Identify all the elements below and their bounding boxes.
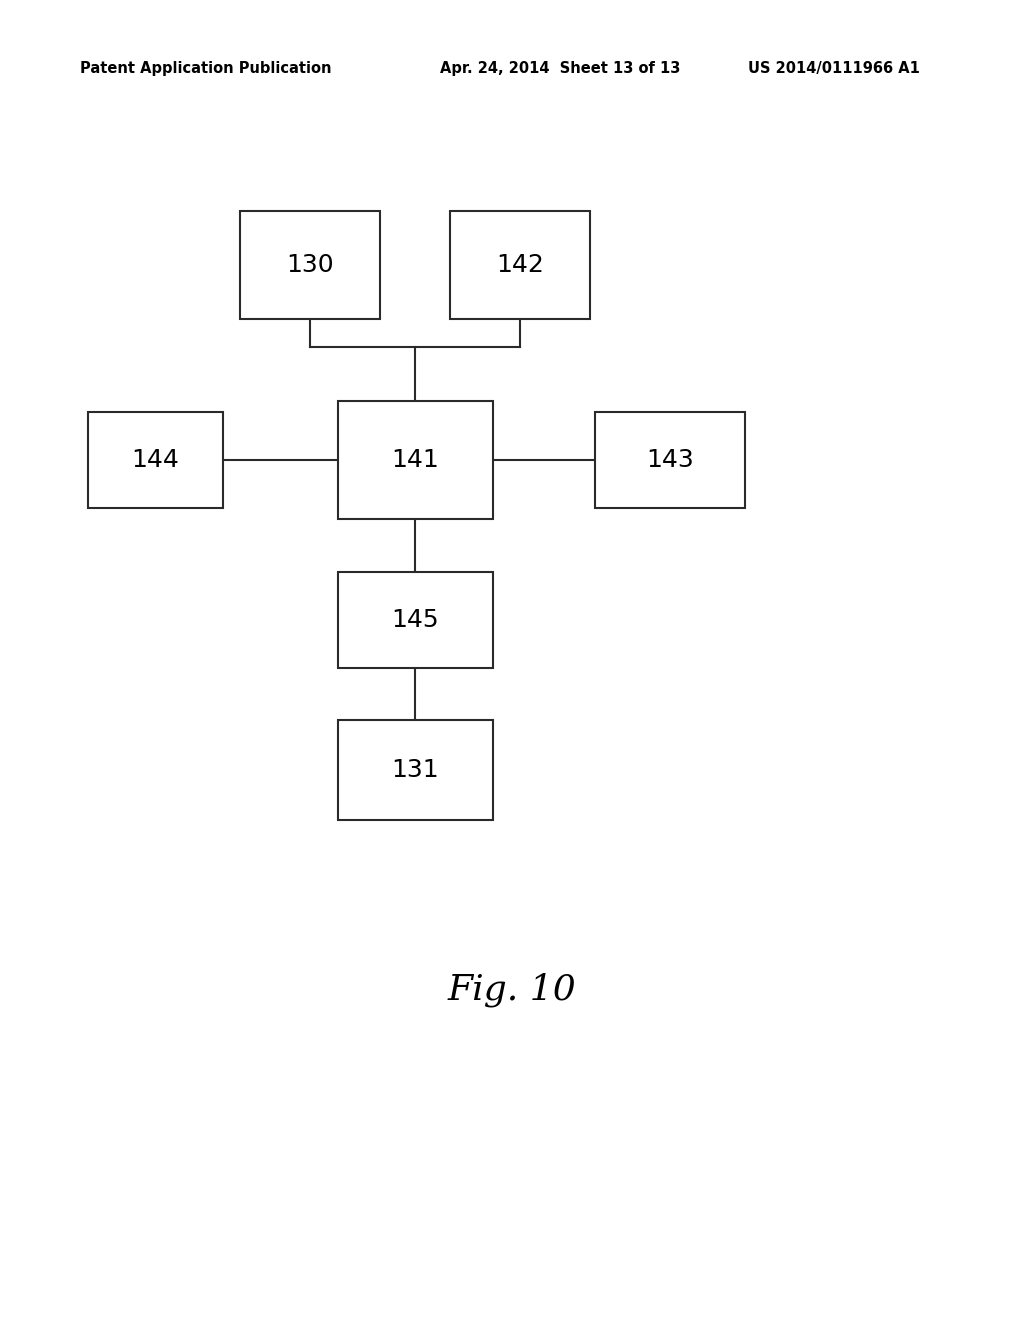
Bar [338, 572, 493, 668]
Bar [450, 211, 590, 319]
Text: 130: 130 [286, 253, 334, 277]
Text: 143: 143 [646, 447, 694, 473]
Text: US 2014/0111966 A1: US 2014/0111966 A1 [748, 61, 920, 75]
Bar [87, 412, 222, 508]
Bar [240, 211, 380, 319]
Text: Patent Application Publication: Patent Application Publication [80, 61, 332, 75]
Text: 144: 144 [131, 447, 179, 473]
Text: 141: 141 [391, 447, 439, 473]
Text: Fig. 10: Fig. 10 [447, 973, 577, 1007]
Text: 142: 142 [496, 253, 544, 277]
Text: 131: 131 [391, 758, 439, 781]
Text: 145: 145 [391, 609, 439, 632]
Bar [338, 401, 493, 519]
Text: Apr. 24, 2014  Sheet 13 of 13: Apr. 24, 2014 Sheet 13 of 13 [440, 61, 681, 75]
Bar [595, 412, 745, 508]
Bar [338, 719, 493, 820]
